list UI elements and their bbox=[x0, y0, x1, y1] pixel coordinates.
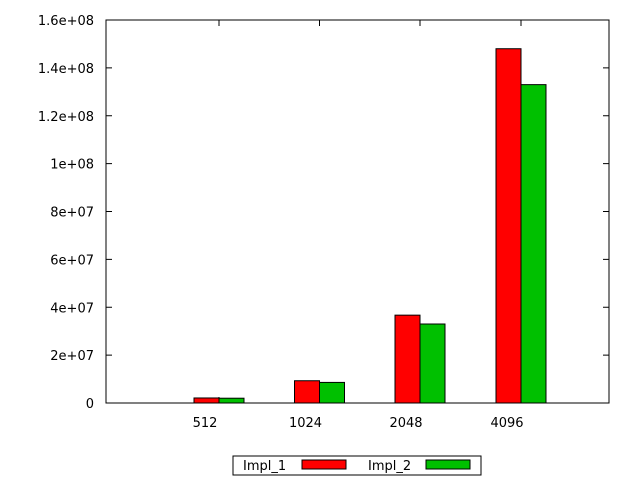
bar-impl-1-2048 bbox=[394, 314, 421, 404]
y-tick-label: 4e+07 bbox=[50, 301, 94, 316]
y-tick-label: 8e+07 bbox=[50, 206, 94, 221]
bar-impl-2-2048 bbox=[419, 323, 446, 404]
bar-impl-2-4096 bbox=[520, 84, 547, 404]
x-tick-label: 1024 bbox=[289, 416, 322, 431]
legend-label-impl-2: Impl_2 bbox=[368, 459, 411, 474]
legend-label-impl-1: Impl_1 bbox=[243, 459, 286, 474]
x-tick-label: 2048 bbox=[389, 416, 422, 431]
bar-impl-2-1024 bbox=[319, 381, 345, 404]
legend-swatch-impl-2 bbox=[425, 459, 471, 470]
y-tick-label: 6e+07 bbox=[50, 253, 94, 268]
bars-layer bbox=[193, 48, 547, 404]
y-tick-label: 0 bbox=[86, 397, 94, 412]
plot-frame bbox=[105, 19, 610, 404]
bar-impl-2-512 bbox=[218, 397, 245, 404]
legend-swatch-impl-1 bbox=[301, 459, 347, 470]
x-tick-label: 4096 bbox=[490, 416, 523, 431]
bar-impl-1-512 bbox=[193, 397, 220, 404]
y-tick-label: 1.2e+08 bbox=[38, 110, 94, 125]
y-tick-label: 1.6e+08 bbox=[38, 14, 94, 29]
legend: Impl_1 Impl_2 bbox=[232, 455, 482, 476]
x-tick-label: 512 bbox=[193, 416, 218, 431]
bar-impl-1-4096 bbox=[495, 48, 522, 404]
y-tick-label: 1.4e+08 bbox=[38, 62, 94, 77]
y-tick-label: 1e+08 bbox=[50, 158, 94, 173]
ticks-layer: 0 2e+07 4e+07 6e+07 8e+07 1e+08 1.2e+08 1.4e+08… bbox=[38, 14, 609, 431]
legend-frame bbox=[232, 455, 482, 476]
bar-impl-1-1024 bbox=[294, 380, 320, 404]
y-tick-label: 2e+07 bbox=[50, 349, 94, 364]
